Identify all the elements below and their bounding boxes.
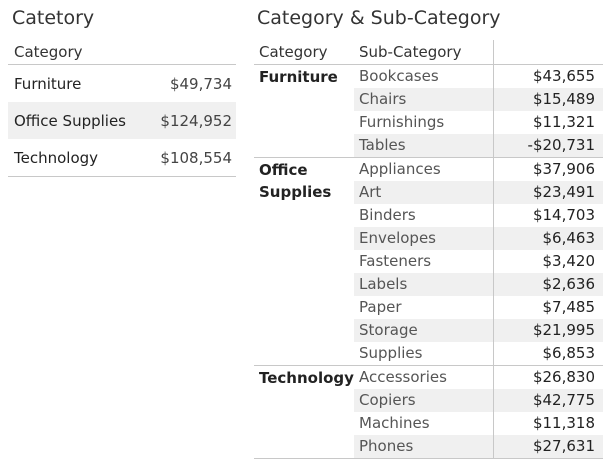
table-row: Storage $21,995	[354, 319, 603, 342]
table-row: Machines $11,318	[354, 412, 603, 435]
table-row: Furnishings $11,321	[354, 111, 603, 134]
column-divider	[493, 366, 494, 458]
table-row: Paper $7,485	[354, 296, 603, 319]
category-value: $108,554	[160, 148, 232, 167]
table-row: Phones $27,631	[354, 435, 603, 458]
table-row: Art $23,491	[354, 181, 603, 204]
column-divider	[493, 40, 494, 64]
sub-category-value: $37,906	[532, 160, 595, 178]
category-value: $124,952	[160, 111, 232, 130]
sub-category-label: Accessories	[359, 368, 447, 386]
sub-category-value: -$20,731	[527, 136, 595, 154]
sub-category-value: $21,995	[532, 321, 595, 339]
category-table: Category Furniture $49,734 Office Supplies…	[8, 40, 236, 177]
sub-category-value: $14,703	[532, 206, 595, 224]
table-row: Accessories $26,830	[354, 366, 603, 389]
sub-category-label: Machines	[359, 414, 430, 432]
right-table-title: Category & Sub-Category	[257, 7, 501, 29]
sub-category-value: $6,463	[542, 229, 596, 247]
table-row: Supplies $6,853	[354, 342, 603, 365]
category-label: Office Supplies	[14, 111, 127, 130]
sub-category-value: $23,491	[532, 183, 595, 201]
sub-category-value: $11,318	[532, 414, 595, 432]
group-category-label: Technology	[259, 369, 354, 387]
table-row: Copiers $42,775	[354, 389, 603, 412]
sub-category-table-body: Furniture Bookcases $43,655 Chairs $15,489 Fu…	[254, 65, 603, 459]
sub-category-label: Fasteners	[359, 252, 432, 270]
sub-category-label: Paper	[359, 298, 402, 316]
sub-category-label: Bookcases	[359, 67, 439, 85]
table-row: Chairs $15,489	[354, 88, 603, 111]
sub-category-value: $6,853	[542, 344, 596, 362]
category-column-header: Category	[8, 40, 236, 65]
sub-category-value: $27,631	[532, 437, 595, 455]
column-divider	[493, 158, 494, 365]
category-label: Furniture	[14, 74, 82, 93]
sub-category-label: Labels	[359, 275, 408, 293]
left-table-title: Catetory	[12, 7, 95, 29]
sub-category-value: $7,485	[542, 298, 596, 316]
sub-category-label: Copiers	[359, 391, 416, 409]
table-bottom-border	[8, 176, 236, 177]
sub-category-label: Binders	[359, 206, 416, 224]
table-row: Technology $108,554	[8, 139, 236, 176]
table-row: Envelopes $6,463	[354, 227, 603, 250]
sub-category-label: Supplies	[359, 344, 423, 362]
sub-category-column-header: Sub-Category	[359, 43, 462, 61]
sub-category-label: Tables	[359, 136, 406, 154]
table-row: Fasteners $3,420	[354, 250, 603, 273]
sub-category-label: Furnishings	[359, 113, 445, 131]
sub-category-value: $15,489	[532, 90, 595, 108]
table-row: Labels $2,636	[354, 273, 603, 296]
sub-category-label: Art	[359, 183, 382, 201]
sub-category-label: Chairs	[359, 90, 407, 108]
sub-category-value: $26,830	[532, 368, 595, 386]
sub-category-table: Category Sub-Category Furniture Bookcases…	[254, 40, 603, 459]
sub-category-value: $3,420	[542, 252, 596, 270]
sub-category-value: $2,636	[542, 275, 596, 293]
category-group: Technology Accessories $26,830 Copiers $42,7…	[254, 366, 603, 459]
sub-category-label: Phones	[359, 437, 414, 455]
category-rows: Furniture $49,734 Office Supplies $124,952 T…	[8, 65, 236, 176]
sub-category-label: Envelopes	[359, 229, 436, 247]
sub-category-label: Appliances	[359, 160, 441, 178]
category-group: Office Supplies Appliances $37,906 Art $23,4…	[254, 158, 603, 366]
table-row: Furniture $49,734	[8, 65, 236, 102]
sub-category-value: $43,655	[532, 67, 595, 85]
sub-category-table-header: Category Sub-Category	[254, 40, 603, 65]
sub-category-label: Storage	[359, 321, 418, 339]
table-row: Bookcases $43,655	[354, 65, 603, 88]
category-group: Furniture Bookcases $43,655 Chairs $15,489 Fu…	[254, 65, 603, 158]
category-label: Technology	[14, 148, 99, 167]
table-row: Tables -$20,731	[354, 134, 603, 157]
table-row: Office Supplies $124,952	[8, 102, 236, 139]
table-row: Appliances $37,906	[354, 158, 603, 181]
sub-category-value: $42,775	[532, 391, 595, 409]
group-category-label: Furniture	[259, 68, 338, 86]
sub-category-value: $11,321	[532, 113, 595, 131]
group-category-label: Office Supplies	[259, 161, 332, 201]
table-row: Binders $14,703	[354, 204, 603, 227]
column-divider	[493, 65, 494, 157]
category-column-header: Category	[259, 43, 328, 61]
category-value: $49,734	[169, 74, 232, 93]
